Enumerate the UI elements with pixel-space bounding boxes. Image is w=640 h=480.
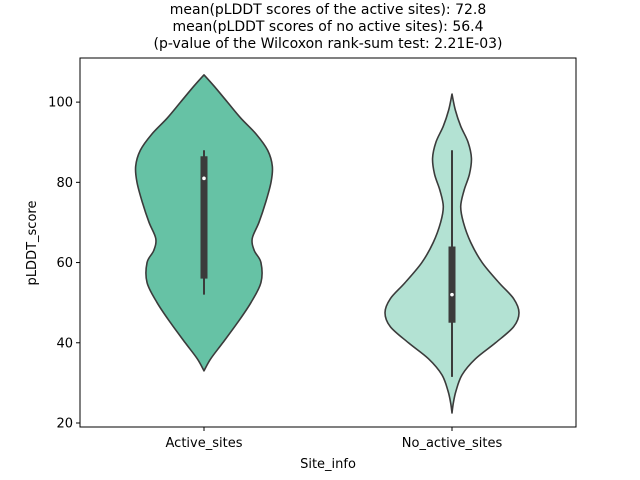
y-tick-label-20: 20 bbox=[56, 416, 73, 431]
plot-area: 20 40 60 80 100 Active_sites No_active_sites bbox=[48, 57, 577, 451]
x-tick-label-no-active-sites: No_active_sites bbox=[402, 436, 503, 451]
median-point-1 bbox=[202, 176, 206, 181]
iqr-box-2 bbox=[448, 246, 456, 323]
y-tick-label-40: 40 bbox=[56, 336, 73, 351]
median-point-2 bbox=[450, 292, 454, 297]
y-tick-label-60: 60 bbox=[56, 256, 73, 271]
x-axis-label: Site_info bbox=[300, 457, 356, 472]
title-line-3: (p-value of the Wilcoxon rank-sum test: … bbox=[154, 36, 503, 52]
y-tick-label-80: 80 bbox=[56, 176, 73, 191]
y-axis-label: pLDDT_score bbox=[25, 201, 40, 286]
title-line-1: mean(pLDDT scores of the active sites): … bbox=[170, 2, 487, 18]
y-tick-label-100: 100 bbox=[48, 96, 73, 111]
x-tick-label-active-sites: Active_sites bbox=[166, 436, 243, 451]
chart-title: mean(pLDDT scores of the active sites): … bbox=[154, 2, 503, 52]
title-line-2: mean(pLDDT scores of no active sites): 5… bbox=[173, 19, 484, 35]
iqr-box-1 bbox=[200, 156, 208, 279]
axes-frame bbox=[79, 57, 577, 428]
